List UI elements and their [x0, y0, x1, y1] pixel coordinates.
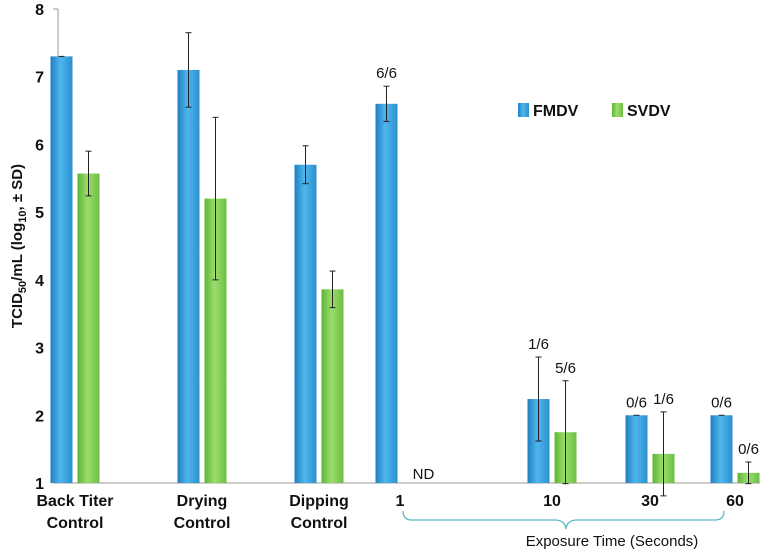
x-axis-title: Exposure Time (Seconds)	[526, 533, 699, 550]
legend-swatch-svdv	[612, 103, 623, 117]
fmdv-annotation: 0/6	[626, 394, 647, 411]
svdv-bar	[204, 198, 227, 483]
x-category-label: 10	[543, 493, 561, 510]
fmdv-bar	[625, 415, 648, 483]
x-axis: Back Titer Control Drying Control Dipping Con…	[36, 482, 760, 532]
x-category-label-line: 30	[641, 493, 659, 510]
svdv-annotation: 5/6	[555, 360, 576, 377]
fmdv-bar	[710, 415, 733, 483]
legend: FMDV SVDV	[518, 103, 671, 120]
svdv-bar	[77, 173, 100, 483]
exposure-bracket-line	[402, 510, 725, 530]
x-category-label: 30	[641, 493, 659, 510]
y-tick-label: 3	[35, 341, 44, 358]
y-axis-title-subscript: 10	[17, 211, 29, 223]
legend-swatch-fmdv	[518, 103, 529, 117]
x-category-label: Dipping Control	[289, 493, 349, 532]
x-category-label: Drying Control	[174, 493, 231, 532]
annotations: 6/6 1/6 0/6 0/6 ND 5/6 1/6 0/6	[376, 65, 759, 483]
x-category-label-line: Control	[174, 515, 231, 532]
svdv-annotation: 1/6	[653, 391, 674, 408]
y-tick-label: 2	[35, 408, 44, 425]
fmdv-bar	[177, 69, 200, 483]
x-category-label-line: Back Titer	[36, 493, 113, 510]
fmdv-bar	[50, 56, 73, 484]
fmdv-bar	[294, 164, 317, 483]
fmdv-annotation: 6/6	[376, 65, 397, 82]
y-tick-label: 4	[35, 273, 44, 290]
bars	[50, 56, 760, 484]
x-category-label: 1	[396, 493, 405, 510]
x-category-label: 60	[726, 493, 744, 510]
y-tick-label: 8	[35, 2, 44, 19]
legend-label-fmdv: FMDV	[533, 103, 579, 120]
x-category-label-line: Drying	[177, 493, 228, 510]
fmdv-bar	[375, 103, 398, 484]
legend-label-svdv: SVDV	[627, 103, 671, 120]
y-axis-title-part: , ± SD)	[9, 164, 26, 211]
x-category-label-line: Dipping	[289, 493, 349, 510]
error-bars	[58, 32, 752, 497]
x-category-label-line: Control	[291, 515, 348, 532]
fmdv-annotation: 0/6	[711, 394, 732, 411]
fmdv-annotation: 1/6	[528, 336, 549, 353]
x-category-label-line: 10	[543, 493, 561, 510]
y-axis-title: TCID50/mL (log10, ± SD)	[9, 164, 29, 328]
y-tick-label: 5	[35, 205, 44, 222]
x-category-label-line: Control	[47, 515, 104, 532]
y-tick-label: 6	[35, 137, 44, 154]
x-category-label-line: 60	[726, 493, 744, 510]
svdv-bar	[321, 289, 344, 483]
y-axis: 1 2 3 4 5 6 7 8 TCID50/mL (log10, ± SD)	[9, 2, 59, 493]
y-axis-title-part: TCID	[9, 293, 26, 328]
exposure-bracket: Exposure Time (Seconds)	[402, 510, 725, 550]
y-tick-label: 1	[35, 476, 44, 493]
svdv-annotation: ND	[413, 466, 435, 483]
x-category-label-line: 1	[396, 493, 405, 510]
y-axis-title-subscript: 50	[17, 281, 29, 293]
y-axis-title-part: /mL (log	[9, 223, 26, 281]
svdv-annotation: 0/6	[738, 441, 759, 458]
y-tick-label: 7	[35, 70, 44, 87]
x-category-label: Back Titer Control	[36, 493, 113, 532]
